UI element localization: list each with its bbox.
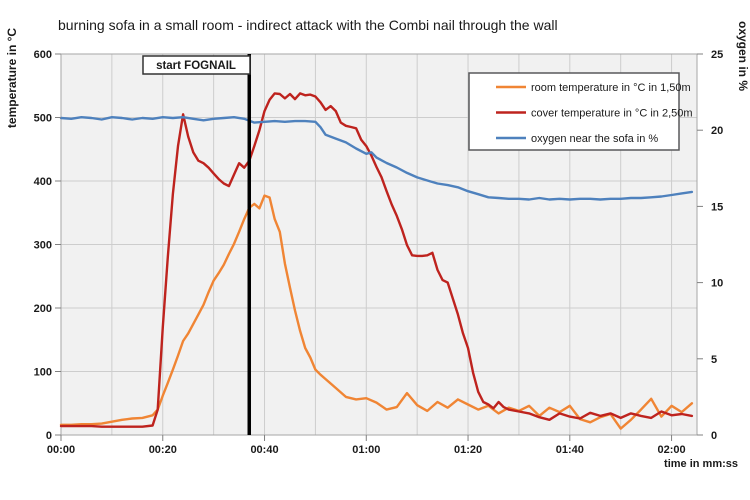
y-left-tick-label: 0 (46, 430, 52, 442)
x-axis-tick-label: 01:20 (454, 444, 482, 456)
chart-title: burning sofa in a small room - indirect … (58, 17, 558, 33)
x-axis-tick-label: 00:20 (149, 444, 177, 456)
event-label-box (142, 55, 251, 75)
y-right-tick-label: 20 (711, 125, 723, 137)
legend: room temperature in °C in 1,50m cover tem… (468, 72, 693, 151)
legend-items: room temperature in °C in 1,50m cover tem… (496, 82, 693, 145)
legend-label-2: oxygen near the sofa in % (531, 133, 658, 145)
series-line-1 (59, 92, 694, 428)
y-right-tick-label: 0 (711, 430, 717, 442)
series-layer (59, 92, 694, 430)
y-left-tick-label: 100 (34, 367, 52, 379)
y-left-tick-label: 400 (34, 176, 52, 188)
legend-label-1: cover temperature in °C in 2,50m (531, 108, 693, 120)
x-axis-tick-label: 02:00 (657, 444, 685, 456)
series-line-2 (59, 115, 694, 201)
y-right-tick-label: 15 (711, 201, 723, 213)
legend-label-0: room temperature in °C in 1,50m (531, 82, 691, 94)
y-left-axis-title: temperature in °C (5, 28, 19, 128)
y-right-axis-title: oxygen in % (736, 21, 750, 91)
y-right-tick-label: 10 (711, 278, 723, 290)
y-left-tick-label: 300 (34, 240, 52, 252)
y-right-tick-label: 5 (711, 354, 717, 366)
x-axis-title: time in mm:ss (664, 458, 738, 470)
x-axis-tick-label: 01:00 (352, 444, 380, 456)
series-line-0 (59, 194, 694, 430)
x-axis-tick-label: 00:40 (250, 444, 278, 456)
event-label: start FOGNAIL (156, 60, 236, 72)
x-axis-tick-label: 01:40 (556, 444, 584, 456)
x-axis-tick-label: 00:00 (47, 444, 75, 456)
axis-layer: 00:00 00:20 00:40 01:00 01:20 01:40 02:0001002… (34, 49, 724, 456)
y-left-tick-label: 600 (34, 49, 52, 61)
y-right-tick-label: 25 (711, 49, 723, 61)
y-left-tick-label: 500 (34, 113, 52, 125)
y-left-tick-label: 200 (34, 303, 52, 315)
